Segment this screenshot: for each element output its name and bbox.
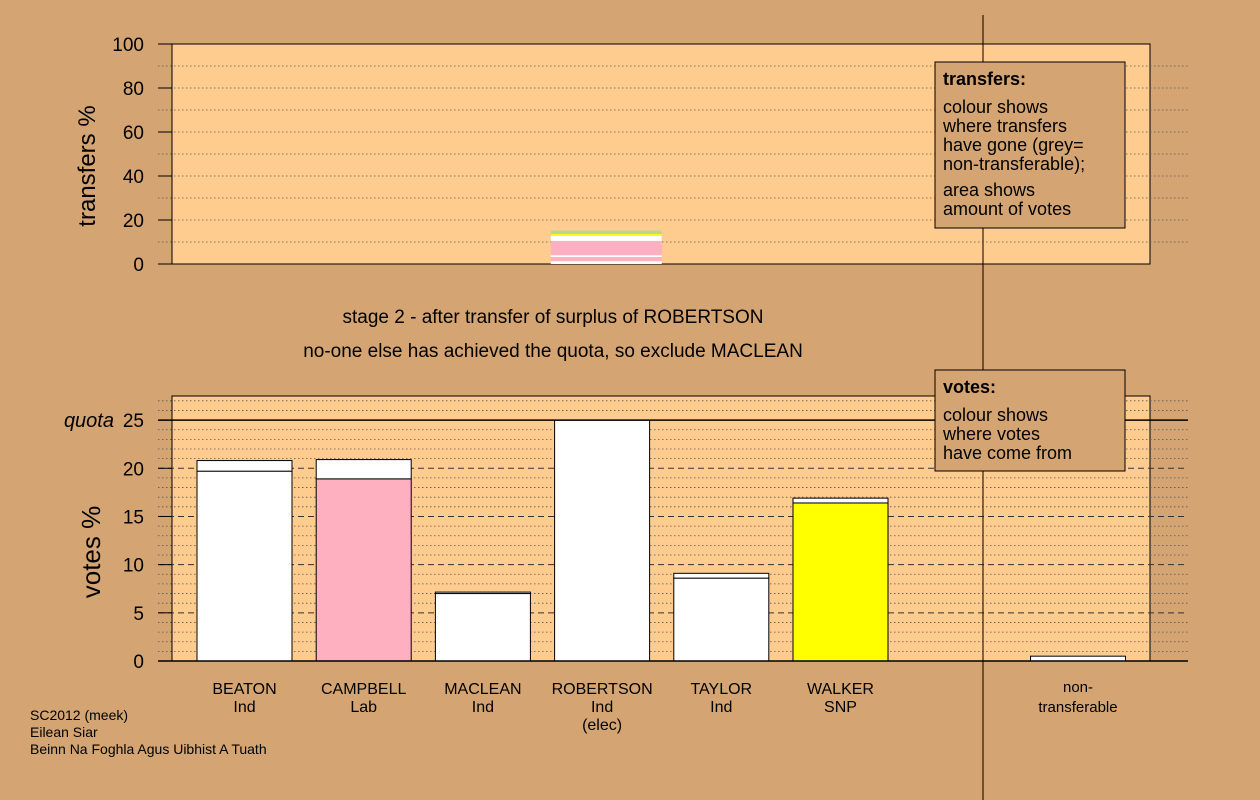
votes-legend-line: have come from — [943, 443, 1072, 463]
votes-legend-line: where votes — [942, 424, 1040, 444]
vote-bar — [673, 577, 770, 662]
y-tick-label: 80 — [123, 79, 144, 100]
candidate-party: Ind — [591, 699, 613, 716]
y-tick-label: 20 — [123, 459, 144, 480]
y-tick-label: 0 — [133, 652, 144, 673]
y-tick-label: 20 — [123, 211, 144, 232]
transfer-segment — [550, 235, 662, 241]
y-tick-label: 5 — [133, 604, 144, 625]
votes-y-axis-label: votes % — [76, 506, 106, 599]
vote-bar — [315, 478, 412, 662]
candidate-party: Ind — [233, 699, 255, 716]
footer-method: SC2012 (meek) — [30, 707, 129, 723]
y-tick-label: 15 — [123, 507, 144, 528]
transfers-bars — [550, 230, 662, 264]
transfers-legend-line: area shows — [943, 180, 1035, 200]
transfer-segment — [550, 255, 662, 257]
votes-legend-title: votes: — [943, 377, 996, 397]
vote-bar-increment — [434, 591, 531, 595]
transfers-legend-line: where transfers — [942, 116, 1067, 136]
transfer-segment — [550, 240, 662, 256]
candidate-party: Ind — [472, 699, 494, 716]
footer-ward: Beinn Na Foghla Agus Uibhist A Tuath — [30, 741, 267, 757]
y-tick-label: 10 — [123, 556, 144, 577]
votes-legend-line: colour shows — [943, 405, 1048, 425]
footer: SC2012 (meek) Eilean Siar Beinn Na Foghl… — [30, 707, 267, 758]
transfers-legend-line: have gone (grey= — [943, 135, 1084, 155]
vote-bar-increment — [315, 459, 412, 480]
transfers-legend-line: non-transferable); — [943, 154, 1085, 174]
candidate-name: BEATON — [212, 681, 276, 698]
vote-bar — [554, 419, 651, 662]
vote-bar-increment — [673, 572, 770, 579]
transfer-segment — [550, 256, 662, 262]
vote-bar — [792, 502, 889, 662]
transfers-legend-box — [934, 61, 1126, 229]
votes-legend-box — [934, 369, 1126, 472]
y-tick-label: 60 — [123, 123, 144, 144]
quota-label: quota — [64, 410, 114, 432]
vote-bar-increment — [792, 497, 889, 504]
y-tick-label: 100 — [112, 35, 144, 56]
transfer-segment — [550, 234, 662, 236]
transfers-y-axis-label: transfers % — [74, 105, 101, 226]
votes-legend: votes: colour shows where votes have com… — [934, 369, 1126, 472]
footer-council: Eilean Siar — [30, 724, 98, 740]
transfers-legend: transfers: colour shows where transfers … — [934, 61, 1126, 229]
transfer-segment — [550, 261, 662, 264]
y-tick-label: 40 — [123, 167, 144, 188]
candidate-party: Lab — [350, 699, 377, 716]
votes-y-ticks: 0 5 10 15 20 25 — [123, 411, 172, 673]
candidate-note: (elec) — [582, 717, 622, 734]
transfers-y-ticks: 0 20 40 60 80 100 — [112, 35, 172, 276]
candidate-name: WALKER — [807, 681, 874, 698]
transfers-legend-line: colour shows — [943, 97, 1048, 117]
transfers-legend-title: transfers: — [943, 69, 1026, 89]
vote-bar — [434, 593, 531, 662]
candidate-party: SNP — [824, 699, 857, 716]
transfers-legend-line: amount of votes — [943, 199, 1071, 219]
candidate-name: ROBERTSON — [552, 681, 653, 698]
candidate-party: Ind — [710, 699, 732, 716]
candidate-labels: BEATONIndCAMPBELLLabMACLEANIndROBERTSONI… — [212, 679, 1117, 734]
stage-title: stage 2 - after transfer of surplus of R… — [343, 307, 764, 328]
transfer-segment — [550, 230, 662, 235]
y-tick-label: 25 — [123, 411, 144, 432]
stage-subtitle: no-one else has achieved the quota, so e… — [303, 341, 803, 362]
votes-bars — [196, 419, 1126, 662]
nontransferable-label: transferable — [1038, 699, 1117, 716]
candidate-name: MACLEAN — [444, 681, 521, 698]
y-tick-label: 0 — [133, 255, 144, 276]
candidate-name: CAMPBELL — [321, 681, 406, 698]
nontransferable-label: non- — [1063, 679, 1093, 696]
candidate-name: TAYLOR — [690, 681, 752, 698]
vote-bar — [196, 470, 293, 662]
vote-bar-increment — [196, 460, 293, 472]
